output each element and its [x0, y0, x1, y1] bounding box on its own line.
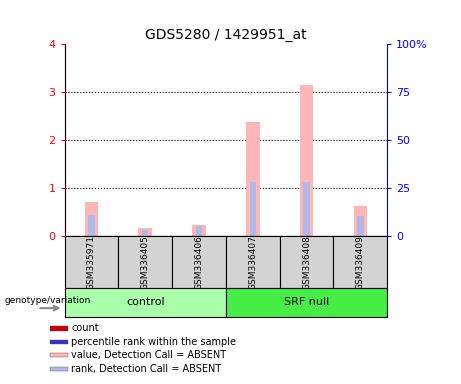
Bar	[303, 182, 310, 236]
Text: GSM336408: GSM336408	[302, 235, 311, 290]
Text: SRF null: SRF null	[284, 297, 329, 308]
Text: GSM336405: GSM336405	[141, 235, 150, 290]
Bar	[50, 326, 68, 331]
Bar	[333, 236, 387, 288]
Text: genotype/variation: genotype/variation	[5, 296, 91, 305]
Bar	[196, 226, 202, 236]
Text: value, Detection Call = ABSENT: value, Detection Call = ABSENT	[71, 350, 226, 360]
Bar	[357, 216, 364, 236]
Bar	[280, 236, 333, 288]
Bar	[50, 353, 68, 358]
Bar	[354, 207, 367, 236]
Bar	[88, 215, 95, 236]
Text: GSM335971: GSM335971	[87, 235, 96, 290]
Bar	[172, 236, 226, 288]
Bar	[226, 288, 387, 317]
Text: control: control	[126, 297, 165, 308]
Text: percentile rank within the sample: percentile rank within the sample	[71, 337, 236, 347]
Bar	[118, 236, 172, 288]
Bar	[50, 367, 68, 371]
Text: count: count	[71, 323, 99, 333]
Bar	[192, 225, 206, 236]
Bar	[65, 236, 118, 288]
Bar	[138, 227, 152, 236]
Bar	[142, 230, 148, 236]
Text: GSM336407: GSM336407	[248, 235, 257, 290]
Bar	[65, 288, 226, 317]
Bar	[249, 182, 256, 236]
Bar	[226, 236, 280, 288]
Text: GSM336406: GSM336406	[195, 235, 203, 290]
Text: rank, Detection Call = ABSENT: rank, Detection Call = ABSENT	[71, 364, 222, 374]
Bar	[50, 340, 68, 344]
Bar	[300, 85, 313, 236]
Title: GDS5280 / 1429951_at: GDS5280 / 1429951_at	[145, 28, 307, 42]
Bar	[85, 202, 98, 236]
Text: GSM336409: GSM336409	[356, 235, 365, 290]
Bar	[246, 122, 260, 236]
